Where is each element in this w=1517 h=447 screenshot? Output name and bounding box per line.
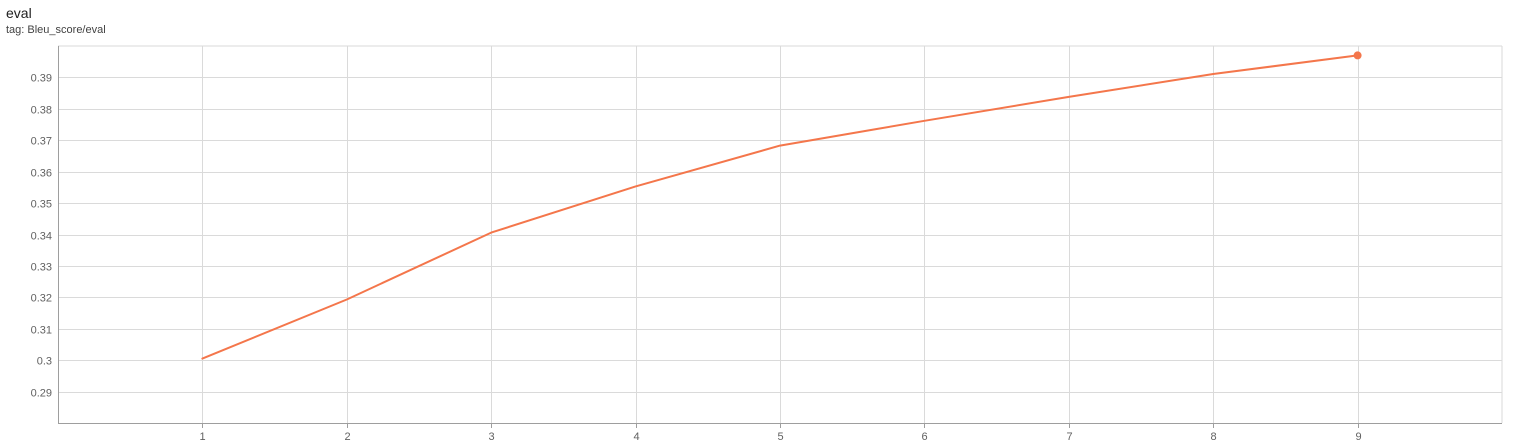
- data-point: [634, 184, 638, 188]
- x-tick-label: 1: [199, 431, 205, 443]
- y-tick-label: 0.33: [31, 262, 52, 274]
- data-point: [489, 231, 493, 235]
- x-tick-label: 6: [921, 431, 927, 443]
- y-tick-label: 0.32: [31, 293, 52, 305]
- y-tick-label: 0.39: [31, 73, 52, 85]
- last-data-point: [1353, 51, 1362, 60]
- data-point: [778, 144, 782, 148]
- data-point: [922, 119, 926, 123]
- axes: [58, 46, 1502, 428]
- y-tick-label: 0.34: [31, 231, 52, 243]
- x-tick-label: 4: [633, 431, 639, 443]
- y-tick-label: 0.3: [37, 356, 52, 368]
- grid: [58, 45, 1503, 423]
- x-tick-label: 7: [1066, 431, 1072, 443]
- x-tick-label: 9: [1355, 431, 1361, 443]
- chart-title: eval: [6, 5, 32, 21]
- y-tick-label: 0.31: [31, 325, 52, 337]
- x-tick-label: 2: [344, 431, 350, 443]
- data-point: [1067, 95, 1071, 99]
- data-point: [1211, 72, 1215, 76]
- series-layer: [200, 51, 1362, 361]
- y-tick-label: 0.35: [31, 199, 52, 211]
- y-tick-label: 0.29: [31, 388, 52, 400]
- chart-tag: tag: Bleu_score/eval: [6, 24, 106, 36]
- x-tick-label: 8: [1210, 431, 1216, 443]
- x-tick-label: 3: [488, 431, 494, 443]
- series-line: [201, 54, 1359, 360]
- data-point: [200, 357, 204, 361]
- y-tick-label: 0.38: [31, 105, 52, 117]
- x-tick-label: 5: [777, 431, 783, 443]
- y-tick-label: 0.37: [31, 136, 52, 148]
- tick-labels: 0.29 0.3 0.31 0.32 0.33 0.34 0.35 0.36 0.37 0.38 0…: [31, 73, 1362, 444]
- data-point: [345, 298, 349, 302]
- y-tick-label: 0.36: [31, 168, 52, 180]
